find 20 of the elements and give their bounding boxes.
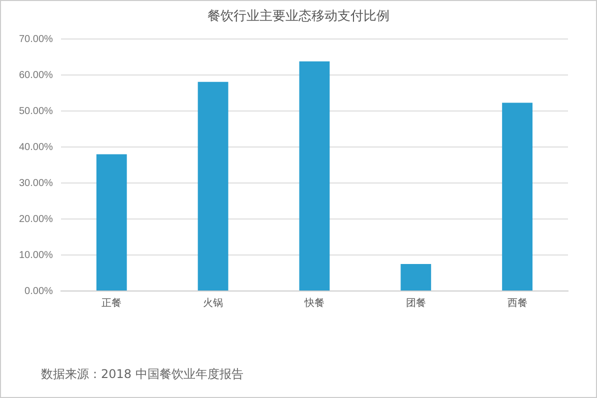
y-tick-label: 30.00%	[18, 178, 54, 189]
bar	[299, 61, 330, 290]
bar	[96, 154, 127, 290]
y-tick-label: 70.00%	[18, 34, 54, 45]
bar	[198, 82, 228, 290]
x-tick-label: 火锅	[203, 296, 224, 309]
x-tick-label: 快餐	[303, 296, 324, 309]
y-tick-label: 40.00%	[18, 142, 54, 153]
x-tick-label: 团餐	[406, 296, 426, 309]
y-tick-label: 0.00%	[24, 286, 54, 297]
bar	[400, 264, 432, 290]
bar	[502, 102, 533, 290]
x-tick-label: 西餐	[507, 296, 528, 309]
source-note: 数据来源：2018 中国餐饮业年度报告	[41, 366, 244, 383]
y-tick-label: 20.00%	[18, 214, 54, 225]
x-tick-label: 正餐	[102, 296, 122, 309]
chart-title: 餐饮行业主要业态移动支付比例	[206, 8, 390, 25]
y-tick-label: 10.00%	[18, 250, 54, 261]
y-tick-label: 50.00%	[18, 106, 54, 117]
y-tick-label: 60.00%	[18, 70, 54, 81]
